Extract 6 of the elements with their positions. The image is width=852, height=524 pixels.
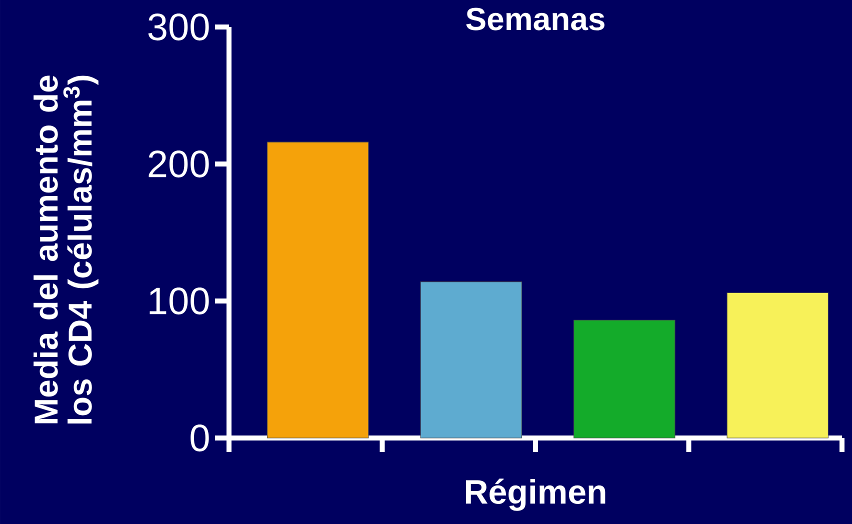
y-tick-label: 200 bbox=[148, 150, 209, 178]
chart-title: Semanas bbox=[466, 8, 604, 30]
y-tick-label: 100 bbox=[150, 288, 209, 314]
x-axis-title: Régimen bbox=[466, 478, 606, 511]
y-tick-label: 300 bbox=[148, 14, 209, 40]
y-tick-label: 0 bbox=[190, 424, 209, 452]
